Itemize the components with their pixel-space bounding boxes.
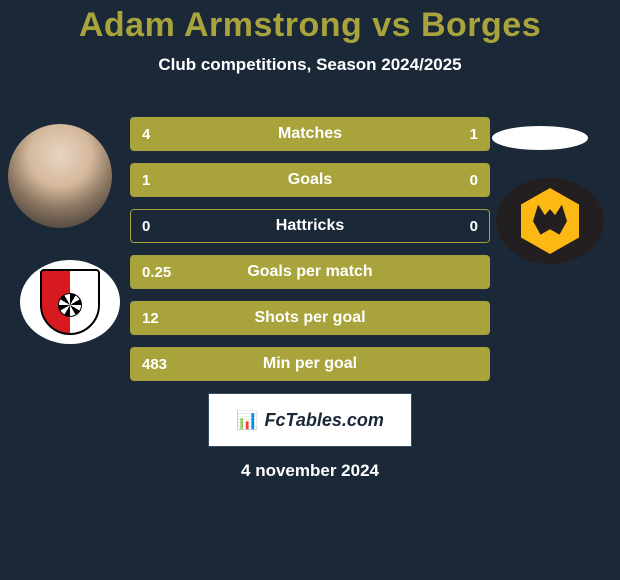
stat-row: 0.25 Goals per match [130,255,490,289]
stat-value-right: 0 [470,172,478,189]
date-text: 4 november 2024 [0,461,620,481]
stat-value-left: 483 [142,356,167,373]
stat-value-left: 4 [142,126,150,143]
stat-row: 483 Min per goal [130,347,490,381]
stat-label: Matches [278,125,342,143]
stat-label: Shots per goal [254,309,365,327]
stats-list: 4 1 Matches 1 0 Goals 0 0 Hattricks 0.25 Goals per… [0,117,620,381]
stat-row: 0 0 Hattricks [130,209,490,243]
stat-value-left: 12 [142,310,159,327]
stat-row: 1 0 Goals [130,163,490,197]
stat-value-right: 0 [470,218,478,235]
stat-row: 4 1 Matches [130,117,490,151]
stat-value-left: 0.25 [142,264,171,281]
stat-value-left: 1 [142,172,150,189]
brand-badge: 📊 FcTables.com [208,393,412,447]
stat-label: Min per goal [263,355,357,373]
stat-label: Hattricks [276,217,344,235]
stat-value-right: 1 [470,126,478,143]
comparison-card: Adam Armstrong vs Borges Club competitio… [0,0,620,481]
stat-row: 12 Shots per goal [130,301,490,335]
stat-label: Goals per match [247,263,372,281]
page-title: Adam Armstrong vs Borges [0,6,620,45]
stat-value-left: 0 [142,218,150,235]
chart-icon: 📊 [236,410,258,431]
stat-label: Goals [288,171,332,189]
brand-text: FcTables.com [265,410,384,431]
subtitle: Club competitions, Season 2024/2025 [0,55,620,75]
